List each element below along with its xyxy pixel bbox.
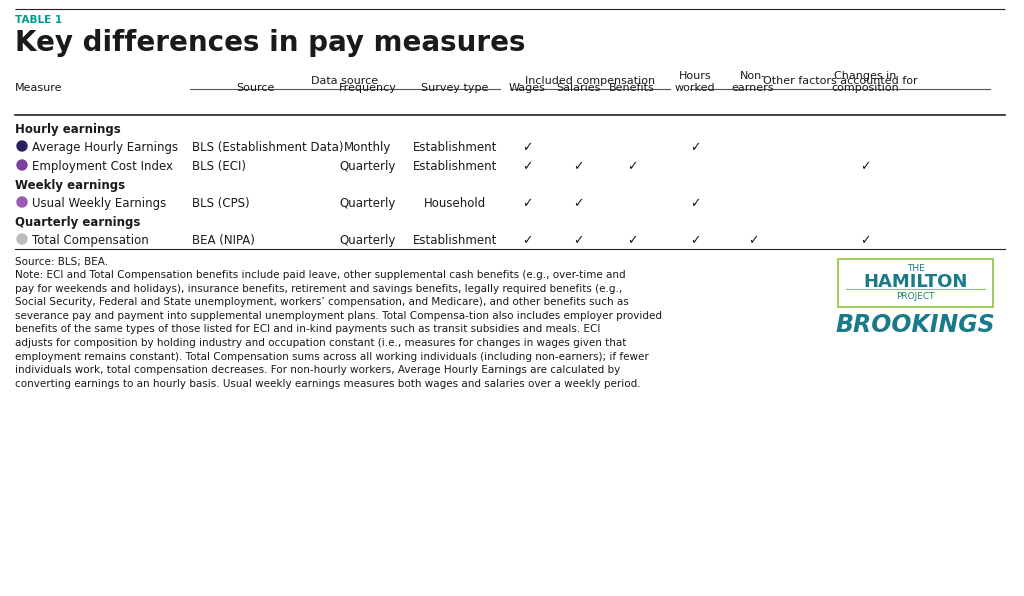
Text: Benefits: Benefits: [609, 83, 655, 93]
Text: ✓: ✓: [627, 160, 637, 173]
Text: ✓: ✓: [522, 160, 532, 173]
Text: Establishment: Establishment: [413, 234, 498, 247]
Circle shape: [17, 141, 27, 151]
Text: Employment Cost Index: Employment Cost Index: [32, 160, 173, 173]
Text: Usual Weekly Earnings: Usual Weekly Earnings: [32, 197, 166, 210]
Text: Total Compensation: Total Compensation: [32, 234, 148, 247]
Text: Wages: Wages: [509, 83, 546, 93]
Circle shape: [17, 197, 27, 207]
Text: PROJECT: PROJECT: [896, 292, 935, 301]
Text: Included compensation: Included compensation: [525, 76, 655, 86]
Text: THE: THE: [906, 264, 925, 273]
Text: Measure: Measure: [15, 83, 62, 93]
Text: Average Hourly Earnings: Average Hourly Earnings: [32, 141, 178, 154]
Text: Note: ECI and Total Compensation benefits include paid leave, other supplemental: Note: ECI and Total Compensation benefit…: [15, 270, 662, 389]
Text: Non-
earners: Non- earners: [732, 72, 774, 93]
Text: Quarterly: Quarterly: [340, 160, 396, 173]
Text: ✓: ✓: [572, 234, 584, 247]
Text: Frequency: Frequency: [339, 83, 397, 93]
Text: BEA (NIPA): BEA (NIPA): [193, 234, 255, 247]
Text: BROOKINGS: BROOKINGS: [836, 313, 995, 337]
Text: Salaries: Salaries: [556, 83, 600, 93]
Text: ✓: ✓: [860, 160, 870, 173]
Text: Survey type: Survey type: [421, 83, 488, 93]
Circle shape: [17, 160, 27, 170]
Text: ✓: ✓: [690, 234, 700, 247]
Text: ✓: ✓: [690, 197, 700, 210]
Text: Quarterly: Quarterly: [340, 197, 396, 210]
Text: Household: Household: [424, 197, 486, 210]
Text: Quarterly earnings: Quarterly earnings: [15, 216, 140, 229]
Text: Hourly earnings: Hourly earnings: [15, 123, 121, 136]
Text: Quarterly: Quarterly: [340, 234, 396, 247]
Text: Hours
worked: Hours worked: [675, 72, 716, 93]
Text: Establishment: Establishment: [413, 141, 498, 154]
Text: ✓: ✓: [522, 234, 532, 247]
Text: ✓: ✓: [627, 234, 637, 247]
Text: Other factors accounted for: Other factors accounted for: [763, 76, 918, 86]
Text: ✓: ✓: [572, 197, 584, 210]
Text: ✓: ✓: [690, 141, 700, 154]
Text: Establishment: Establishment: [413, 160, 498, 173]
Text: Monthly: Monthly: [344, 141, 392, 154]
Text: BLS (Establishment Data): BLS (Establishment Data): [193, 141, 343, 154]
Text: HAMILTON: HAMILTON: [863, 273, 968, 291]
FancyBboxPatch shape: [838, 259, 993, 307]
Text: Data source: Data source: [311, 76, 379, 86]
Text: TABLE 1: TABLE 1: [15, 15, 62, 25]
Text: BLS (ECI): BLS (ECI): [193, 160, 246, 173]
Text: Source: Source: [236, 83, 274, 93]
Text: ✓: ✓: [522, 197, 532, 210]
Text: BLS (CPS): BLS (CPS): [193, 197, 250, 210]
Text: ✓: ✓: [522, 141, 532, 154]
Circle shape: [17, 234, 27, 244]
Text: Changes in
composition: Changes in composition: [831, 72, 899, 93]
Text: Weekly earnings: Weekly earnings: [15, 179, 125, 192]
Text: Source: BLS; BEA.: Source: BLS; BEA.: [15, 257, 109, 267]
Text: ✓: ✓: [748, 234, 758, 247]
Text: ✓: ✓: [860, 234, 870, 247]
Text: Key differences in pay measures: Key differences in pay measures: [15, 29, 525, 57]
Text: ✓: ✓: [572, 160, 584, 173]
